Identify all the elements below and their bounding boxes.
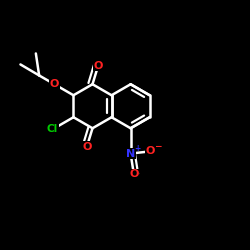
Text: −: − [154,142,161,151]
Text: O: O [82,142,92,152]
Text: +: + [134,144,141,153]
Text: O: O [50,79,59,89]
Text: O: O [129,170,138,179]
Text: Cl: Cl [47,124,58,134]
Text: O: O [146,146,155,156]
Text: N: N [126,148,135,158]
Text: O: O [94,60,103,70]
